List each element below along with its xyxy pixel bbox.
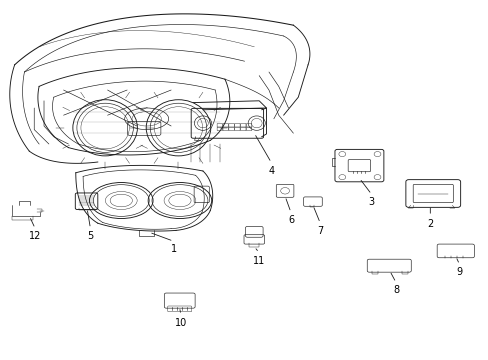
Text: 7: 7 — [317, 226, 323, 236]
Text: 6: 6 — [287, 215, 293, 225]
Text: 8: 8 — [392, 285, 398, 296]
Text: 2: 2 — [427, 219, 432, 229]
Text: 5: 5 — [87, 231, 93, 242]
Text: 9: 9 — [456, 267, 462, 278]
Text: 3: 3 — [368, 197, 374, 207]
Text: 11: 11 — [252, 256, 265, 266]
Text: 12: 12 — [29, 231, 41, 242]
Text: 10: 10 — [174, 318, 187, 328]
Text: 1: 1 — [170, 244, 176, 254]
Text: 4: 4 — [268, 166, 274, 176]
